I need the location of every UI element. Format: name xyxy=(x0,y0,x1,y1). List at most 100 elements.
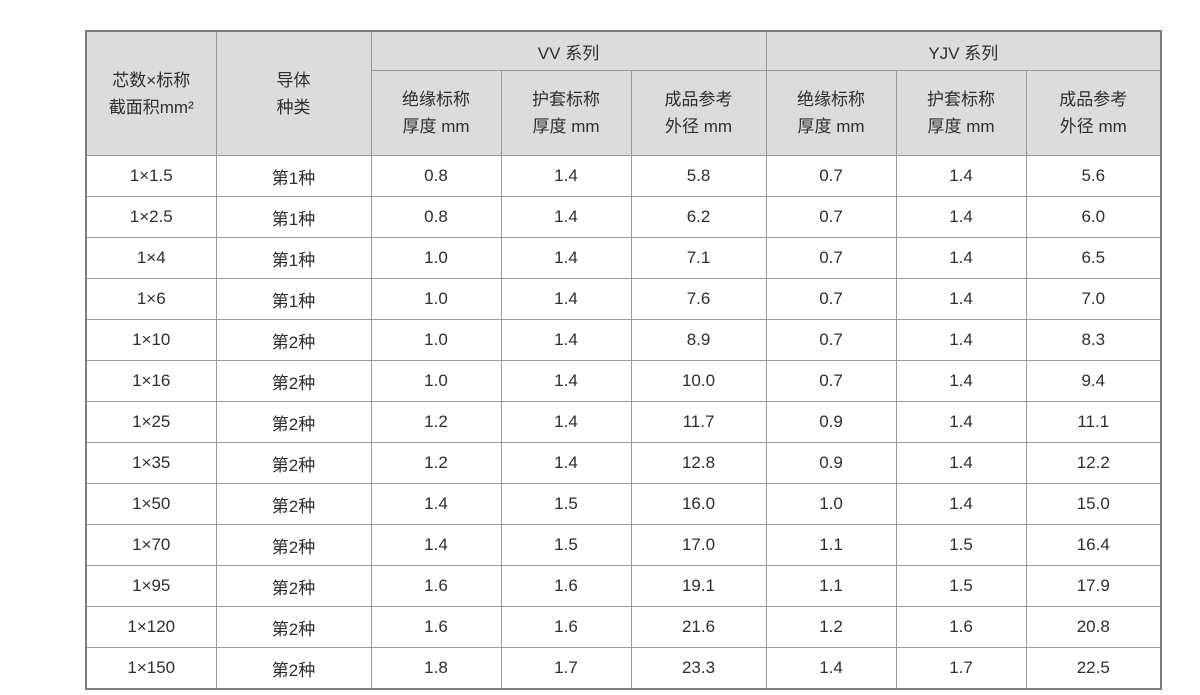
cell-yjv-outer-diameter: 7.0 xyxy=(1025,278,1162,320)
cell-vv-sheath-thickness: 1.4 xyxy=(500,360,632,402)
table-row: 1×35 第2种 1.2 1.4 12.8 0.9 1.4 12.2 xyxy=(85,442,1162,484)
cell-vv-sheath-thickness: 1.4 xyxy=(500,319,632,361)
cell-vv-outer-diameter: 12.8 xyxy=(630,442,767,484)
table-row: 1×50 第2种 1.4 1.5 16.0 1.0 1.4 15.0 xyxy=(85,483,1162,525)
cell-yjv-outer-diameter: 15.0 xyxy=(1025,483,1162,525)
cell-vv-insulation-thickness: 1.2 xyxy=(370,401,502,443)
cell-yjv-outer-diameter: 8.3 xyxy=(1025,319,1162,361)
cell-yjv-insulation-thickness: 0.7 xyxy=(765,155,897,197)
core-area-header-line1: 芯数×标称 xyxy=(112,70,191,90)
cell-yjv-sheath-thickness: 1.4 xyxy=(895,278,1027,320)
cell-conductor-type: 第1种 xyxy=(215,155,372,197)
cell-vv-insulation-thickness: 1.0 xyxy=(370,237,502,279)
cell-conductor-type: 第2种 xyxy=(215,401,372,443)
cell-yjv-outer-diameter: 17.9 xyxy=(1025,565,1162,607)
cell-vv-sheath-thickness: 1.4 xyxy=(500,155,632,197)
cell-vv-sheath-thickness: 1.4 xyxy=(500,237,632,279)
cell-vv-outer-diameter: 16.0 xyxy=(630,483,767,525)
cell-yjv-sheath-thickness: 1.4 xyxy=(895,442,1027,484)
cell-core-spec: 1×95 xyxy=(85,565,217,607)
cell-yjv-outer-diameter: 12.2 xyxy=(1025,442,1162,484)
cell-yjv-insulation-thickness: 1.2 xyxy=(765,606,897,648)
core-area-header-line2: 截面积mm² xyxy=(108,97,194,117)
cell-core-spec: 1×50 xyxy=(85,483,217,525)
vv-insulation-thickness-line1: 绝缘标称 xyxy=(402,90,470,109)
cell-vv-outer-diameter: 7.6 xyxy=(630,278,767,320)
cell-yjv-outer-diameter: 6.0 xyxy=(1025,196,1162,238)
cell-conductor-type: 第2种 xyxy=(215,647,372,690)
table-row: 1×6 第1种 1.0 1.4 7.6 0.7 1.4 7.0 xyxy=(85,278,1162,320)
yjv-sheath-thickness-line1: 护套标称 xyxy=(927,90,996,109)
cell-vv-sheath-thickness: 1.6 xyxy=(500,606,632,648)
table-header: 芯数×标称 截面积mm² 导体 种类 VV 系列 YJV 系列 绝缘标称 厚度 … xyxy=(85,30,1162,156)
cell-yjv-outer-diameter: 9.4 xyxy=(1025,360,1162,402)
cell-yjv-sheath-thickness: 1.5 xyxy=(895,524,1027,566)
cell-vv-sheath-thickness: 1.5 xyxy=(500,483,632,525)
cell-yjv-sheath-thickness: 1.5 xyxy=(895,565,1027,607)
cell-yjv-sheath-thickness: 1.4 xyxy=(895,483,1027,525)
cell-yjv-sheath-thickness: 1.4 xyxy=(895,360,1027,402)
table-row: 1×16 第2种 1.0 1.4 10.0 0.7 1.4 9.4 xyxy=(85,360,1162,402)
table-row: 1×25 第2种 1.2 1.4 11.7 0.9 1.4 11.1 xyxy=(85,401,1162,443)
cell-core-spec: 1×150 xyxy=(85,647,217,690)
vv-sheath-thickness-header: 护套标称 厚度 mm xyxy=(500,70,632,156)
table-row: 1×4 第1种 1.0 1.4 7.1 0.7 1.4 6.5 xyxy=(85,237,1162,279)
table-row: 1×95 第2种 1.6 1.6 19.1 1.1 1.5 17.9 xyxy=(85,565,1162,607)
cell-yjv-outer-diameter: 20.8 xyxy=(1025,606,1162,648)
cell-yjv-outer-diameter: 11.1 xyxy=(1025,401,1162,443)
cell-vv-sheath-thickness: 1.6 xyxy=(500,565,632,607)
table-body: 1×1.5 第1种 0.8 1.4 5.8 0.7 1.4 5.6 1×2.5 … xyxy=(85,155,1162,690)
cell-vv-outer-diameter: 6.2 xyxy=(630,196,767,238)
cell-conductor-type: 第2种 xyxy=(215,565,372,607)
cell-yjv-insulation-thickness: 0.7 xyxy=(765,237,897,279)
cell-vv-insulation-thickness: 1.0 xyxy=(370,319,502,361)
cable-spec-table: 芯数×标称 截面积mm² 导体 种类 VV 系列 YJV 系列 绝缘标称 厚度 … xyxy=(85,30,1163,690)
table-row: 1×10 第2种 1.0 1.4 8.9 0.7 1.4 8.3 xyxy=(85,319,1162,361)
cell-vv-outer-diameter: 19.1 xyxy=(630,565,767,607)
table-row: 1×120 第2种 1.6 1.6 21.6 1.2 1.6 20.8 xyxy=(85,606,1162,648)
cell-yjv-sheath-thickness: 1.7 xyxy=(895,647,1027,690)
cell-vv-sheath-thickness: 1.5 xyxy=(500,524,632,566)
cell-yjv-outer-diameter: 6.5 xyxy=(1025,237,1162,279)
table-row: 1×2.5 第1种 0.8 1.4 6.2 0.7 1.4 6.0 xyxy=(85,196,1162,238)
yjv-series-group-header: YJV 系列 xyxy=(765,30,1162,71)
cell-vv-sheath-thickness: 1.4 xyxy=(500,196,632,238)
cell-core-spec: 1×16 xyxy=(85,360,217,402)
cell-conductor-type: 第1种 xyxy=(215,196,372,238)
cell-vv-outer-diameter: 7.1 xyxy=(630,237,767,279)
cell-conductor-type: 第1种 xyxy=(215,237,372,279)
cell-yjv-insulation-thickness: 0.9 xyxy=(765,401,897,443)
vv-insulation-thickness-line2: 厚度 mm xyxy=(402,117,470,136)
cell-vv-insulation-thickness: 1.4 xyxy=(370,524,502,566)
cell-conductor-type: 第1种 xyxy=(215,278,372,320)
yjv-outer-diameter-line2: 外径 mm xyxy=(1059,117,1127,136)
cell-yjv-sheath-thickness: 1.4 xyxy=(895,319,1027,361)
conductor-type-header: 导体 种类 xyxy=(215,30,372,156)
cell-core-spec: 1×35 xyxy=(85,442,217,484)
vv-outer-diameter-line1: 成品参考 xyxy=(664,90,733,109)
group-header-row: 芯数×标称 截面积mm² 导体 种类 VV 系列 YJV 系列 xyxy=(85,30,1162,156)
cell-conductor-type: 第2种 xyxy=(215,360,372,402)
cell-yjv-outer-diameter: 22.5 xyxy=(1025,647,1162,690)
vv-series-group-header: VV 系列 xyxy=(370,30,767,71)
cell-vv-insulation-thickness: 1.4 xyxy=(370,483,502,525)
yjv-insulation-thickness-line1: 绝缘标称 xyxy=(797,90,866,109)
yjv-sheath-thickness-line2: 厚度 mm xyxy=(927,117,995,136)
sub-header-row: 绝缘标称 厚度 mm 护套标称 厚度 mm 成品参考 外径 mm 绝缘标称 厚度… xyxy=(86,70,1162,156)
cell-yjv-insulation-thickness: 1.0 xyxy=(765,483,897,525)
cell-vv-sheath-thickness: 1.4 xyxy=(500,278,632,320)
cell-vv-sheath-thickness: 1.4 xyxy=(500,401,632,443)
cell-conductor-type: 第2种 xyxy=(215,606,372,648)
cell-vv-insulation-thickness: 0.8 xyxy=(370,155,502,197)
cell-core-spec: 1×10 xyxy=(85,319,217,361)
cell-yjv-outer-diameter: 16.4 xyxy=(1025,524,1162,566)
cell-vv-insulation-thickness: 1.0 xyxy=(370,360,502,402)
vv-outer-diameter-line2: 外径 mm xyxy=(664,117,733,136)
vv-sheath-thickness-line2: 厚度 mm xyxy=(532,117,600,136)
cell-yjv-sheath-thickness: 1.4 xyxy=(895,401,1027,443)
cell-vv-insulation-thickness: 1.2 xyxy=(370,442,502,484)
yjv-insulation-thickness-line2: 厚度 mm xyxy=(797,117,865,136)
cell-vv-outer-diameter: 10.0 xyxy=(630,360,767,402)
cell-core-spec: 1×25 xyxy=(85,401,217,443)
